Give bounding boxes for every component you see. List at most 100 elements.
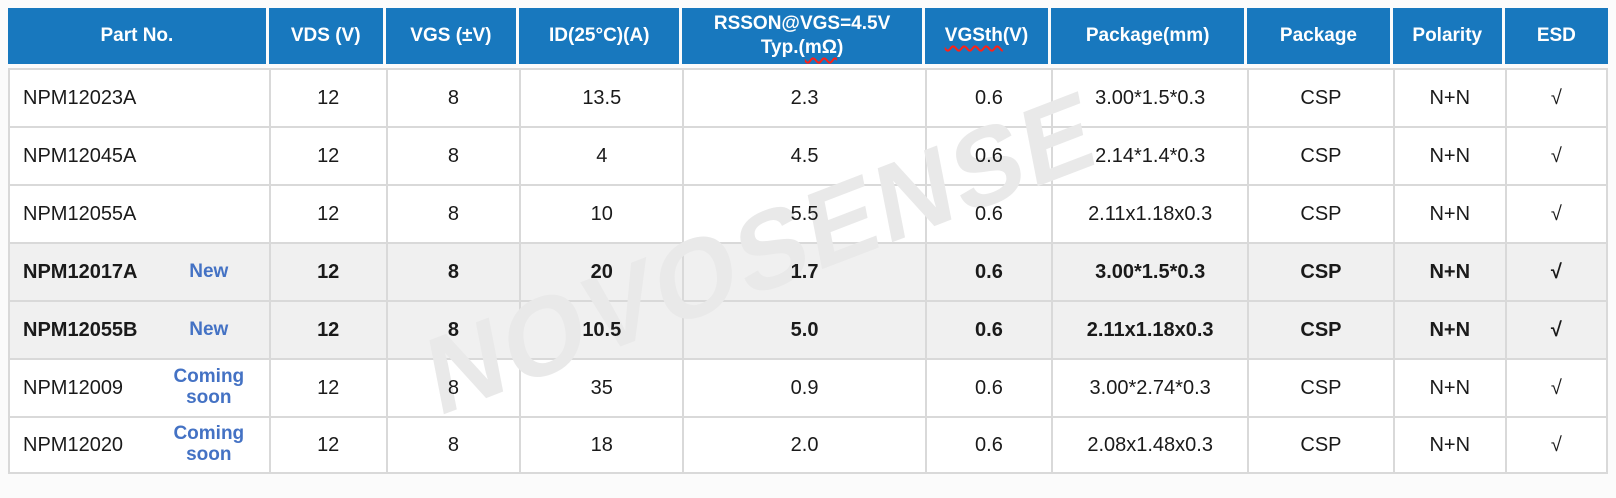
header-text-line: VDS (V) [269,24,383,48]
header-row: Part No. VDS (V) VGS (±V) ID(25°C)(A) RSSON@… [8,8,1608,68]
value-cell: √ [1504,126,1608,184]
header-text-line: Package [1247,24,1390,48]
cell-value: 3.00*2.74*0.3 [1089,376,1211,399]
value-cell: 4.5 [682,126,925,184]
header-text: VGS (±V) [410,25,492,47]
value-cell: 0.6 [924,126,1052,184]
value-cell: 3.00*1.5*0.3 [1051,242,1248,300]
value-cell: 12 [268,68,386,126]
cell-value: 8 [447,144,459,167]
cell-value: 20 [590,260,613,283]
part-number: NPM12055A [23,202,137,225]
value-cell: √ [1504,184,1608,242]
header-text: ID(25°C)(A) [549,25,650,47]
cell-value: CSP [1300,433,1342,456]
value-cell: 8 [385,416,520,474]
cell-value: N+N [1429,144,1471,167]
cell-value: 10 [590,202,613,225]
part-cell-content: NPM12023A [10,87,269,110]
value-cell: 12 [268,358,386,416]
part-no-cell: NPM12020 Coming soon [8,416,269,474]
cell-value: 8 [447,376,459,399]
cell-value: 5.0 [790,318,819,341]
cell-value: 8 [447,202,459,225]
cell-value: N+N [1429,376,1471,399]
column-header-polarity: Polarity [1392,8,1505,68]
mosfet-product-table: Part No. VDS (V) VGS (±V) ID(25°C)(A) RSSON@… [8,8,1608,474]
value-cell: CSP [1247,242,1393,300]
cell-value: 3.00*1.5*0.3 [1095,86,1206,109]
cell-value: 12 [317,144,340,167]
cell-value: 0.6 [975,318,1003,341]
cell-value: 12 [317,433,340,456]
header-text: Package [1279,25,1358,47]
value-cell: N+N [1392,358,1505,416]
value-cell: 12 [268,126,386,184]
status-badge: Coming soon [173,423,245,465]
table-row: NPM12023A 12 8 13.5 2.3 0.6 3.00*1.5*0.3 CSP N+N… [8,68,1608,126]
value-cell: 2.14*1.4*0.3 [1051,126,1248,184]
value-cell: 8 [385,242,520,300]
cell-value: 0.6 [975,433,1003,456]
value-cell: CSP [1247,300,1393,358]
value-cell: 8 [385,358,520,416]
cell-value: 0.6 [975,86,1003,109]
value-cell: CSP [1247,68,1393,126]
table-row: NPM12017A New 12 8 20 1.7 0.6 3.00*1.5*0.3 CSP N+… [8,242,1608,300]
value-cell: 35 [519,358,683,416]
value-cell: CSP [1247,416,1393,474]
value-cell: 2.0 [682,416,925,474]
header-text-line: ID(25°C)(A) [519,24,679,48]
value-cell: 0.9 [682,358,925,416]
cell-value: 12 [317,318,340,341]
header-text-line: Package(mm) [1051,24,1244,48]
cell-value: 10.5 [582,318,622,341]
value-cell: N+N [1392,416,1505,474]
value-cell: 0.6 [924,416,1052,474]
part-cell-content: NPM12055A [10,203,269,226]
cell-value: 2.08x1.48x0.3 [1087,433,1213,456]
column-header-vgsth: VGSth(V) [924,8,1052,68]
cell-value: CSP [1300,318,1342,341]
part-number: NPM12023A [23,86,137,109]
cell-value: 12 [317,376,340,399]
spellcheck-flagged-text: mΩ [804,37,837,58]
part-number: NPM12055B [23,318,138,341]
header-text-line: Polarity [1393,24,1502,48]
cell-value: √ [1550,144,1562,167]
value-cell: 18 [519,416,683,474]
cell-value: 0.6 [975,202,1003,225]
value-cell: N+N [1392,184,1505,242]
table-row: NPM12020 Coming soon 12 8 18 2.0 0.6 2.08x1.48x… [8,416,1608,474]
cell-value: 12 [317,202,340,225]
cell-value: √ [1550,433,1562,456]
value-cell: 0.6 [924,242,1052,300]
value-cell: 2.11x1.18x0.3 [1051,300,1248,358]
header-text: Polarity [1412,25,1483,47]
column-header-package: Package [1247,8,1393,68]
table-row: NPM12055A 12 8 10 5.5 0.6 2.11x1.18x0.3 CSP N+N √ [8,184,1608,242]
value-cell: √ [1504,358,1608,416]
column-header-rsson: RSSON@VGS=4.5V Typ.(mΩ) [682,8,925,68]
cell-value: 8 [447,260,459,283]
cell-value: 13.5 [582,86,622,109]
header-text: (V) [1002,25,1029,47]
column-header-part-no: Part No. [8,8,269,68]
part-cell-content: NPM12045A [10,145,269,168]
column-header-esd: ESD [1504,8,1608,68]
value-cell: 0.6 [924,358,1052,416]
table-row: NPM12009 Coming soon 12 8 35 0.9 0.6 3.00*2.74*… [8,358,1608,416]
part-cell-content: NPM12009 Coming soon [10,366,269,409]
header-text: VDS (V) [290,25,361,47]
cell-value: 2.3 [790,86,819,109]
cell-value: 8 [447,86,459,109]
table-body: NPM12023A 12 8 13.5 2.3 0.6 3.00*1.5*0.3 CSP N+N… [8,68,1608,474]
cell-value: 12 [317,86,340,109]
cell-value: 0.6 [975,144,1003,167]
cell-value: √ [1550,202,1562,225]
value-cell: √ [1504,416,1608,474]
cell-value: 4.5 [790,144,819,167]
header-text-line: VGS (±V) [386,24,517,48]
column-header-vgs: VGS (±V) [385,8,520,68]
